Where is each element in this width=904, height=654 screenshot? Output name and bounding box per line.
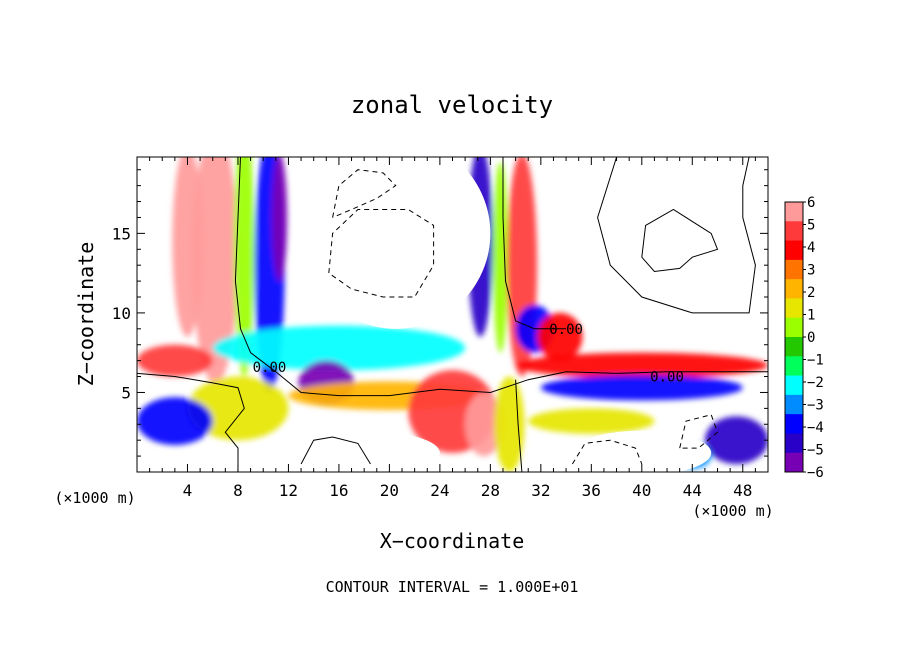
x-tick-label-9: 40 [632,481,651,500]
contour-solid-1 [502,157,567,330]
x-axis-label: X−coordinate [380,529,525,553]
x-tick-label-7: 32 [531,481,550,500]
x-tick-label-5: 24 [430,481,449,500]
field-blob-12 [137,397,213,445]
y-axis-label: Z−coordinate [74,242,98,387]
contour-label-0: 0.00 [253,360,287,376]
colorbar: 6 5 4 3 2 1 0 −1 −2 −3 −4 −5 −6 [784,195,824,481]
contour-solid-5 [641,208,719,273]
colorbar-swatch-0 [785,202,803,222]
field-blob-10 [465,392,503,457]
contour-solid-6 [300,436,371,465]
field-blob-14 [492,161,509,353]
chart-title: zonal velocity [351,91,553,119]
y-tick-label-0: 5 [121,383,131,402]
colorbar-swatch-2 [785,240,803,261]
x-tick-label-4: 20 [380,481,399,500]
y-axis-ticks: 5 10 15 [112,169,768,457]
y-tick-label-2: 15 [112,224,131,243]
x-unit-left: (×1000 m) [54,489,135,507]
colorbar-label-5: 1 [807,308,815,324]
field-blob-11 [187,376,289,441]
colorbar-swatch-6 [785,317,803,338]
field-blob-5 [272,157,288,282]
colorbar-label-6: 0 [807,330,815,346]
colorbar-swatch-11 [785,414,803,434]
colorbar-label-7: −1 [807,353,824,369]
colorbar-label-0: 6 [807,195,815,211]
contour-dashed-1 [328,209,435,298]
colorbar-label-3: 3 [807,263,815,279]
contour-solid-3 [137,372,245,472]
colorbar-swatch-4 [785,279,803,299]
contour-solid-2 [515,379,523,472]
contour-labels: 0.00 0.00 0.00 [253,322,684,386]
x-tick-label-6: 28 [481,481,500,500]
colorbar-label-10: −4 [807,420,824,436]
x-tick-label-0: 4 [183,481,193,500]
field-blob-0 [192,157,238,385]
field-blob-18 [537,312,583,361]
colorbar-label-4: 2 [807,285,815,301]
field-blob-16 [494,376,525,472]
field-blob-6 [212,325,466,371]
colorbar-swatch-7 [785,337,803,357]
field-blob-2 [137,344,213,377]
x-axis-ticks: 4 8 12 16 20 24 28 32 36 40 44 48 [149,157,756,500]
x-tick-label-2: 12 [279,481,298,500]
colorbar-label-2: 4 [807,240,815,256]
x-tick-label-10: 44 [683,481,702,500]
contour-dashed-2 [571,439,643,465]
colorbar-swatch-8 [785,356,803,377]
field-blob-21 [528,408,655,434]
x-unit-right: (×1000 m) [692,502,773,520]
colorbar-swatch-12 [785,433,803,454]
colorbar-swatch-3 [785,259,803,280]
contour-dashed-3 [679,414,719,449]
contour-solid-0 [234,157,768,397]
field-blob-3 [234,157,255,377]
colorbar-swatch-10 [785,394,803,415]
colorbar-label-12: −6 [807,465,824,481]
contour-lines [137,157,768,472]
contour-label-1: 0.00 [549,322,583,338]
x-tick-label-1: 8 [233,481,243,500]
y-tick-label-1: 10 [112,304,131,323]
colorbar-swatch-13 [785,452,803,473]
colorbar-label-9: −3 [807,398,824,414]
contour-solid-4 [597,157,756,314]
low-speed-region-0 [301,157,491,329]
colorbar-swatch-9 [785,375,803,396]
contour-dashed-0 [332,169,397,218]
colorbar-swatch-1 [785,221,803,242]
colorbar-label-11: −5 [807,443,824,459]
contour-label-2: 0.00 [650,370,684,386]
velocity-field [137,157,768,472]
x-tick-label-3: 16 [329,481,348,500]
x-tick-label-8: 36 [582,481,601,500]
colorbar-swatch-5 [785,298,803,319]
contour-interval-note: CONTOUR INTERVAL = 1.000E+01 [326,578,579,596]
colorbar-label-1: 5 [807,218,815,234]
field-blob-1 [172,157,203,337]
colorbar-label-8: −2 [807,375,824,391]
x-tick-label-11: 48 [733,481,752,500]
low-speed-region-1 [553,157,768,329]
field-blob-22 [704,416,768,465]
low-speed-region-2 [288,430,440,472]
field-blob-20 [540,374,743,401]
